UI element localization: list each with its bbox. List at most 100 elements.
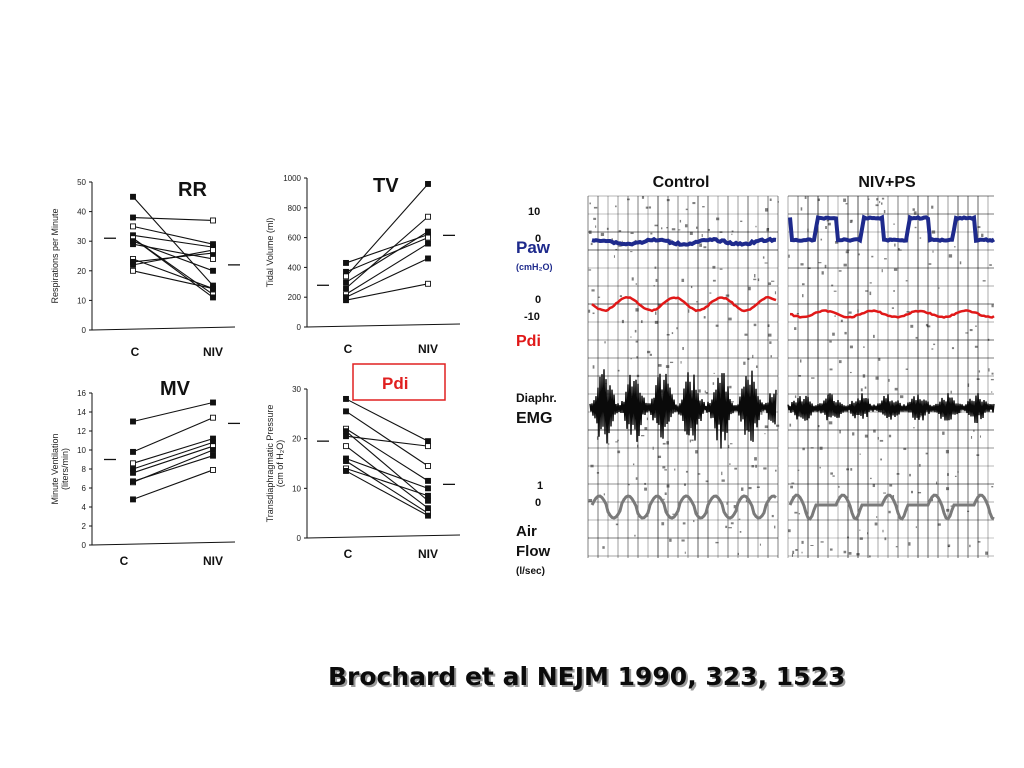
grid-speckle <box>871 255 874 258</box>
grid-speckle <box>588 230 592 234</box>
grid-speckle <box>630 358 632 360</box>
grid-speckle <box>800 207 803 211</box>
y-tick-label: 6 <box>82 484 87 493</box>
grid-speckle <box>721 471 723 476</box>
y-tick-label: 20 <box>77 267 86 276</box>
x-tick-label-niv: NIV <box>418 342 438 356</box>
grid-speckle <box>655 278 658 282</box>
grid-speckle <box>766 228 770 232</box>
grid-speckle <box>917 491 922 494</box>
point-c <box>130 193 136 200</box>
subject-line <box>132 258 214 290</box>
grid-speckle <box>932 250 934 253</box>
grid-speckle <box>888 378 890 382</box>
x-tick-label-niv: NIV <box>203 345 223 359</box>
grid-speckle <box>888 434 892 438</box>
grid-speckle <box>615 441 619 443</box>
panel-mv: 0 2 4 6 8 10 12 14 16 Minute Ventilation (liters/m… <box>50 378 240 568</box>
grid-speckle <box>618 230 622 232</box>
grid-speckle <box>899 395 904 399</box>
grid-speckle <box>644 487 648 491</box>
grid-speckle <box>852 432 855 436</box>
grid-speckle <box>734 467 738 470</box>
grid-speckle <box>911 490 913 494</box>
y-tick-label: 0 <box>297 534 302 543</box>
grid-speckle <box>662 442 666 445</box>
grid-speckle <box>771 280 775 282</box>
grid-speckle <box>728 317 732 321</box>
grid-speckle <box>967 383 970 387</box>
grid-speckle <box>850 468 853 471</box>
grid-speckle <box>883 210 886 214</box>
grid-speckle <box>840 319 843 323</box>
grid-speckle <box>681 539 685 542</box>
grid-speckle <box>915 526 917 529</box>
grid-speckle <box>715 541 719 544</box>
grid-speckle <box>947 473 949 476</box>
point-c <box>343 273 349 280</box>
grid-speckle <box>666 227 668 229</box>
grid-speckle <box>817 198 820 202</box>
paw-unit: (cmH₂O) <box>516 262 553 272</box>
y-tick-label: 16 <box>77 389 86 398</box>
grid-speckle <box>839 429 841 434</box>
grid-speckle <box>912 208 915 211</box>
grid-speckle <box>824 264 827 269</box>
grid-speckle <box>931 205 934 209</box>
grid-speckle <box>591 289 595 292</box>
point-niv <box>425 477 431 484</box>
point-niv <box>210 399 216 406</box>
grid-speckle <box>725 294 730 297</box>
grid-speckle <box>630 251 633 253</box>
grid-speckle <box>978 370 981 373</box>
panel-title: Pdi <box>382 374 408 393</box>
grid-speckle <box>928 263 932 265</box>
grid-speckle <box>893 223 895 225</box>
grid-speckle <box>739 530 742 533</box>
grid-speckle <box>989 264 992 266</box>
grid-speckle <box>884 258 887 260</box>
grid-speckle <box>695 450 698 454</box>
grid-speckle <box>665 365 670 368</box>
grid-speckle <box>743 361 746 365</box>
pdi-trace-niv <box>789 309 995 319</box>
grid-speckle <box>682 522 686 525</box>
flow-trace-niv <box>788 493 995 521</box>
grid-speckle <box>588 269 592 271</box>
grid-speckle <box>754 274 756 278</box>
grid-speckle <box>869 555 871 558</box>
paw-tick-bottom: 0 <box>535 233 541 245</box>
grid-speckle <box>685 470 688 473</box>
grid-speckle <box>661 522 665 526</box>
y-tick-label: 1000 <box>283 174 301 183</box>
grid-speckle <box>817 425 820 428</box>
grid-speckle <box>844 331 847 335</box>
point-c <box>343 395 349 402</box>
grid-speckle <box>925 452 928 455</box>
point-c <box>130 223 136 230</box>
grid-speckle <box>588 498 593 503</box>
grid-speckle <box>856 553 860 556</box>
point-niv <box>425 181 431 187</box>
grid-speckle <box>797 469 800 471</box>
grid-speckle <box>832 475 835 477</box>
emg-trace-niv <box>787 393 995 424</box>
grid-speckle <box>753 278 757 281</box>
grid-speckle <box>896 473 900 475</box>
grid-speckle <box>662 466 666 469</box>
grid-speckle <box>954 475 957 478</box>
grid-speckle <box>843 550 847 554</box>
grid-speckle <box>636 356 638 359</box>
grid-speckle <box>762 256 765 259</box>
grid-speckle <box>794 511 798 514</box>
grid-speckle <box>654 320 659 324</box>
grid-speckle <box>769 341 772 344</box>
grid-speckle <box>757 278 760 282</box>
grid-speckle <box>764 425 769 429</box>
flow-tick-bottom: 0 <box>535 497 541 509</box>
grid-speckle <box>615 248 618 251</box>
grid-speckle <box>905 368 909 370</box>
y-tick-label: 200 <box>288 293 302 302</box>
grid-speckle <box>798 375 802 377</box>
grid-speckle <box>644 482 647 485</box>
